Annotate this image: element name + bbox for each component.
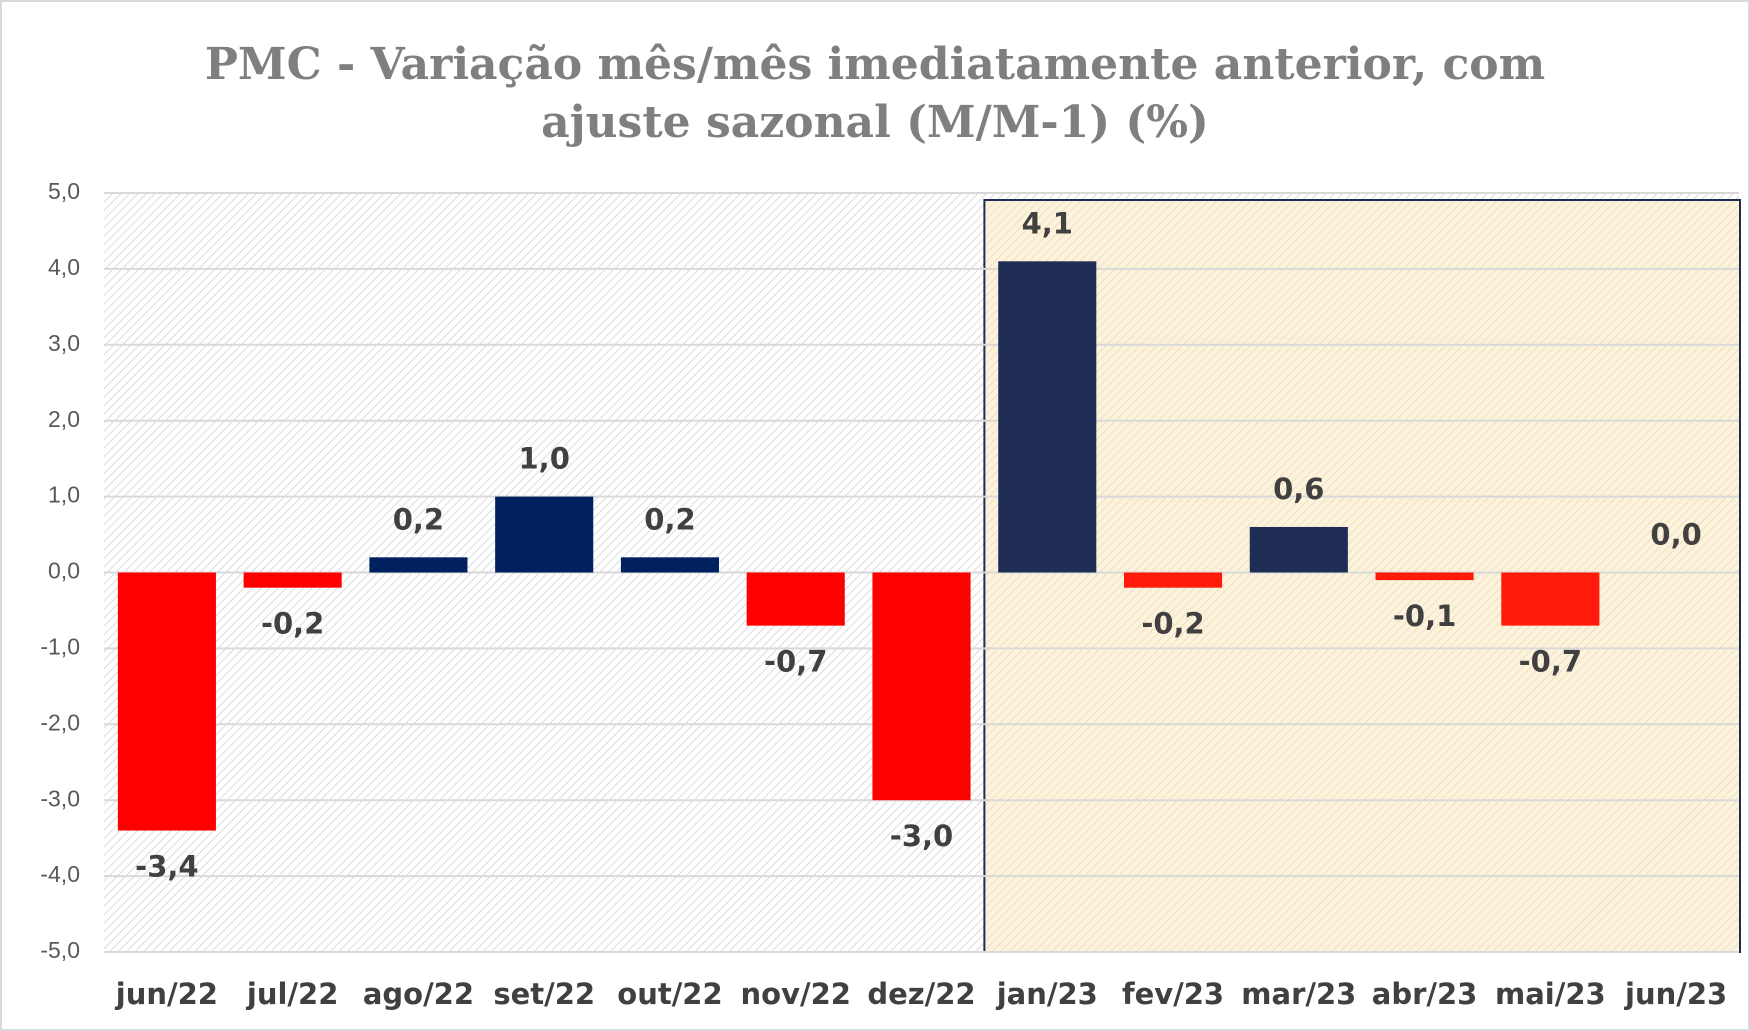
bar [243,572,342,588]
chart-title: PMC - Variação mês/mês imediatamente ant… [204,39,1546,148]
data-label: -3,0 [890,819,953,853]
data-label: 0,2 [393,502,444,536]
data-label: 0,0 [1650,518,1701,552]
data-label: 1,0 [519,442,570,476]
x-tick-label: ago/22 [363,977,474,1011]
y-tick-label: 3,0 [48,330,80,356]
bar [1375,572,1474,581]
x-tick-label: jan/23 [996,977,1098,1011]
data-label: -0,2 [261,607,324,641]
y-tick-label: 1,0 [48,482,80,508]
data-label: -0,1 [1393,599,1456,633]
highlight-hatch [983,199,1741,953]
y-tick-label: -2,0 [40,709,80,735]
bar [872,572,971,801]
x-tick-label: set/22 [493,977,595,1011]
x-tick-label: fev/23 [1122,977,1224,1011]
bar [620,557,720,573]
x-tick-label: mar/23 [1241,977,1356,1011]
data-label: 4,1 [1022,206,1073,240]
bar [369,557,468,573]
y-tick-label: -4,0 [40,861,80,887]
bar [117,572,216,831]
bar [1249,526,1348,573]
bar [998,261,1097,573]
bar [1123,572,1223,588]
x-tick-label: dez/22 [867,977,975,1011]
x-tick-label: jul/22 [246,977,338,1011]
x-tick-label: jun/22 [115,977,218,1011]
y-tick-label: -1,0 [40,633,80,659]
x-tick-label: abr/23 [1372,977,1478,1011]
x-tick-label: out/22 [617,977,722,1011]
x-tick-label: mai/23 [1495,977,1606,1011]
bar [746,572,845,626]
x-tick-label: nov/22 [741,977,851,1011]
data-label: -0,2 [1141,607,1204,641]
bar [1501,572,1600,626]
data-label: -0,7 [1519,645,1582,679]
data-label: -0,7 [764,645,827,679]
y-tick-label: -5,0 [40,937,80,963]
data-label: -3,4 [135,850,198,884]
data-label: 0,2 [644,502,695,536]
bar [495,496,594,573]
y-tick-label: 0,0 [48,558,80,584]
x-tick-label: jun/23 [1624,977,1727,1011]
y-tick-label: 5,0 [48,178,80,204]
y-tick-label: 2,0 [48,406,80,432]
data-label: 0,6 [1273,472,1324,506]
y-tick-label: -3,0 [40,785,80,811]
y-tick-label: 4,0 [48,254,80,280]
